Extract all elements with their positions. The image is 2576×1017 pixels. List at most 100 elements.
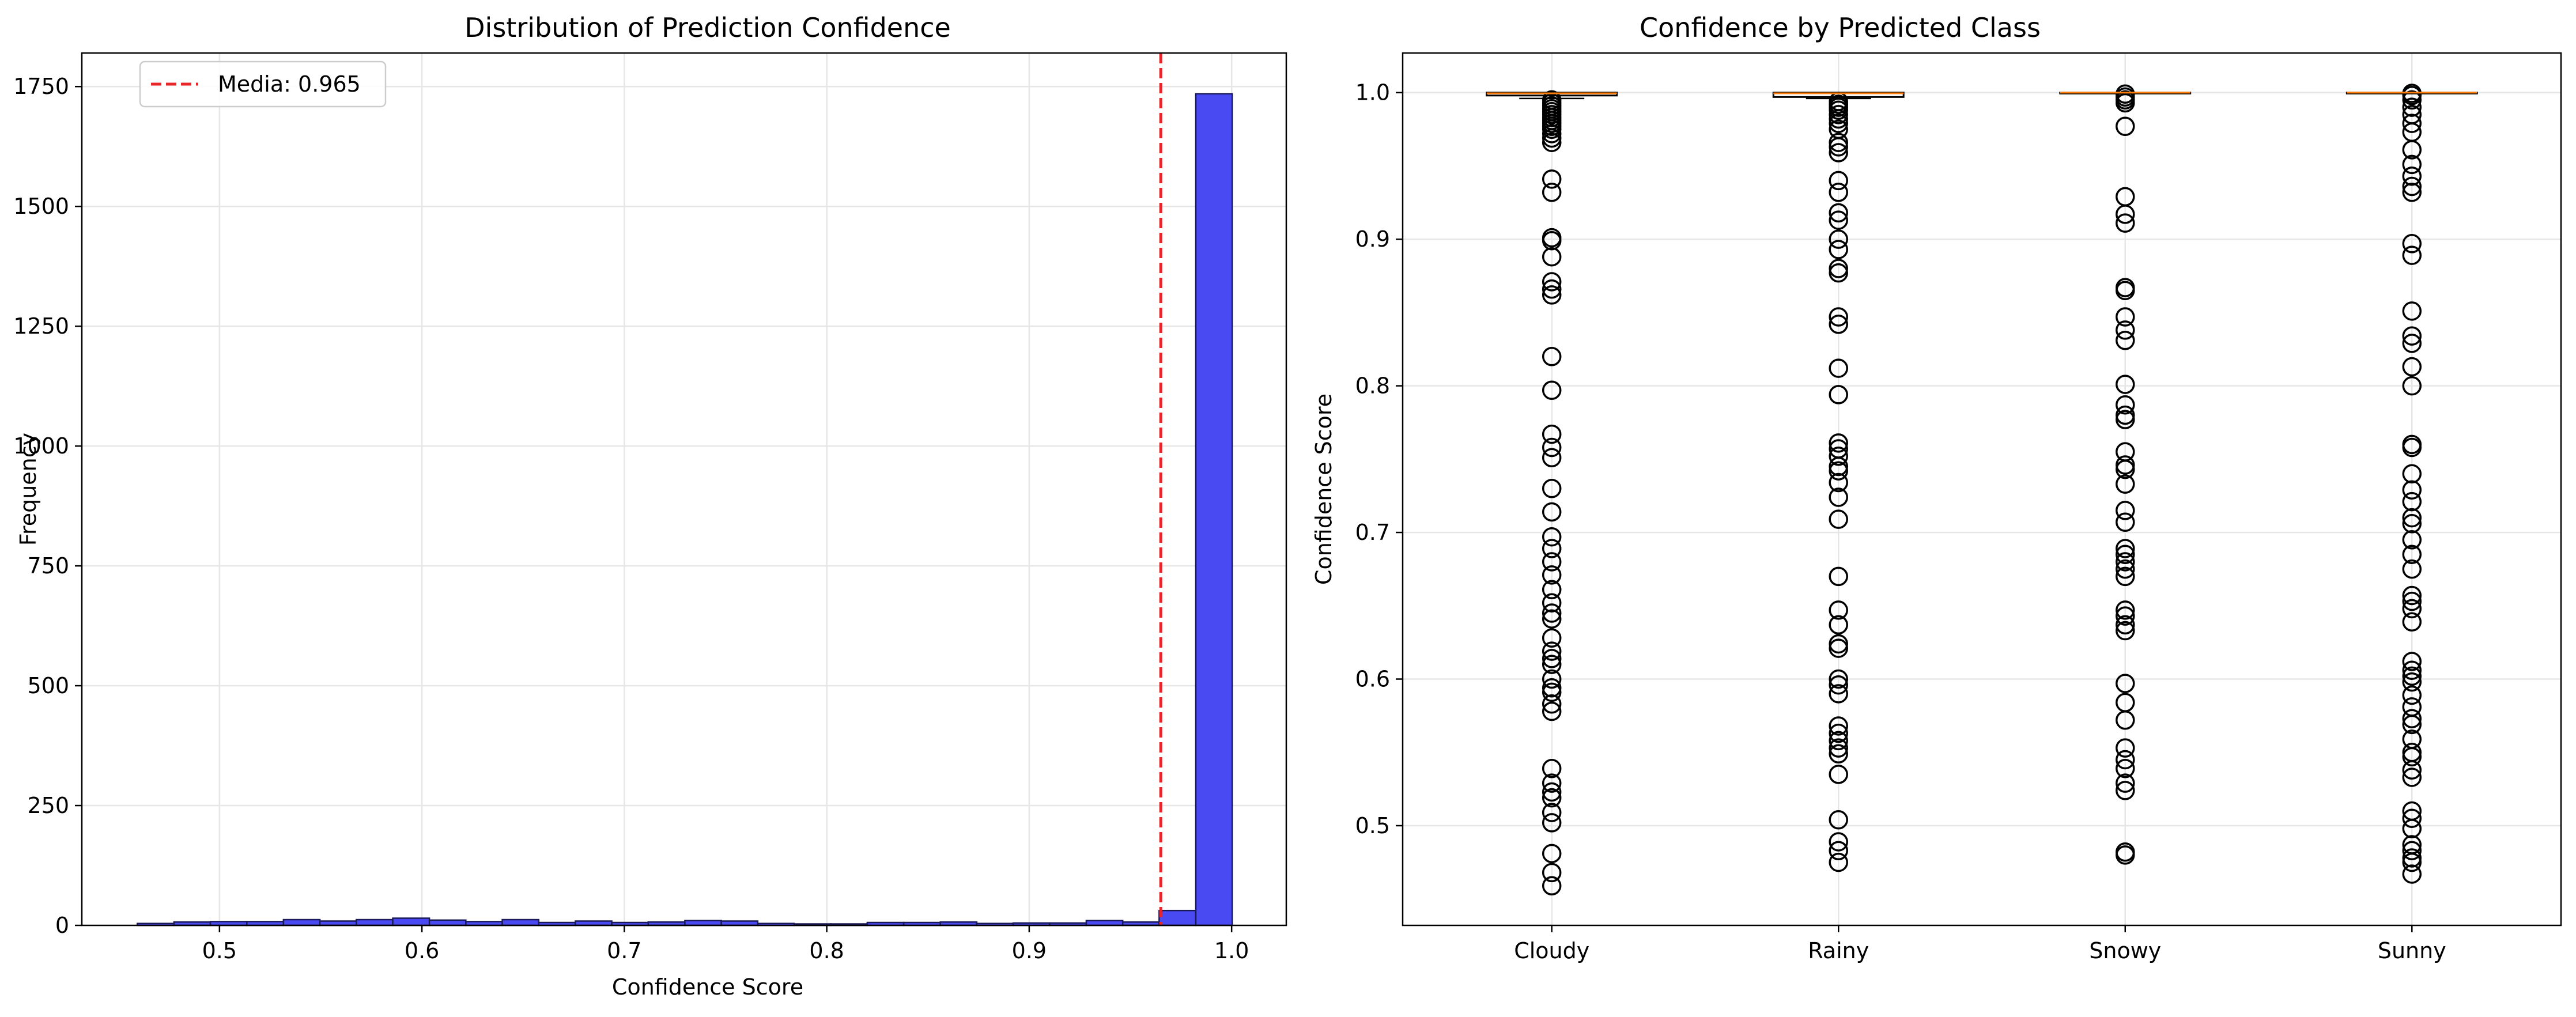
outlier-point [1542, 876, 1562, 896]
outlier-point [2116, 539, 2135, 558]
outlier-point [1829, 738, 1848, 758]
boxplot-y-tick-label: 0.6 [1355, 667, 1390, 692]
outlier-point [1829, 210, 1848, 230]
outlier-point [2116, 710, 2135, 730]
outlier-point [1829, 634, 1848, 654]
outlier-point [1829, 109, 1848, 129]
outlier-point [1829, 841, 1848, 860]
outlier-point [1829, 716, 1848, 736]
outlier-point [1829, 259, 1848, 278]
histogram-panel: Distribution of Prediction Confidence 0.… [13, 12, 1287, 1000]
outlier-point [2402, 464, 2422, 484]
outlier-point [1542, 380, 1562, 400]
outlier-point [1542, 539, 1562, 558]
outlier-point [1829, 744, 1848, 764]
boxplot-boxes [1486, 84, 2478, 896]
outlier-point [1829, 456, 1848, 477]
histogram-x-tick-label: 0.5 [202, 938, 237, 963]
outlier-point [2116, 459, 2135, 479]
outlier-point [2116, 512, 2135, 532]
outlier-point [1542, 694, 1562, 714]
boxplot-x-tick-label: Sunny [2378, 938, 2446, 963]
outlier-point [1542, 124, 1562, 143]
outlier-point [2402, 245, 2422, 265]
outlier-point [2116, 773, 2135, 793]
outlier-point [2402, 864, 2422, 884]
histogram-grid [82, 53, 1286, 927]
outlier-point [1542, 552, 1562, 572]
outlier-point [2116, 213, 2135, 233]
histogram-y-tick-label: 750 [27, 553, 69, 579]
outlier-point [2116, 395, 2135, 415]
outlier-point [2116, 621, 2135, 641]
outlier-point [2402, 685, 2422, 705]
boxplot-y-tick-label: 0.9 [1355, 226, 1390, 252]
outlier-point [1829, 105, 1848, 124]
histogram-y-tick-label: 0 [55, 913, 69, 938]
outlier-point [2402, 480, 2422, 500]
outlier-point [1542, 773, 1562, 793]
histogram-bar [428, 919, 467, 927]
outlier-point [1542, 844, 1562, 864]
histogram-x-tick-label: 0.9 [1012, 938, 1047, 963]
outlier-point [1542, 603, 1562, 623]
outlier-point [2116, 307, 2135, 327]
outlier-point [2402, 326, 2422, 346]
outlier-point [1829, 810, 1848, 830]
histogram-bars [136, 93, 1233, 927]
boxplot-panel: Confidence by Predicted Class Cloudy Rain… [1311, 12, 2562, 963]
outlier-point [1829, 731, 1848, 751]
outlier-point [1542, 565, 1562, 585]
outlier-point [1829, 852, 1848, 872]
histogram-legend: Media: 0.965 [139, 61, 387, 108]
outlier-point [2402, 86, 2422, 105]
outlier-point [2402, 97, 2422, 117]
outlier-point [2116, 405, 2135, 425]
outlier-point [1542, 863, 1562, 883]
outlier-point [2116, 606, 2135, 626]
outlier-point [2116, 559, 2135, 579]
outlier-point [2402, 591, 2422, 611]
outlier-point [2402, 808, 2422, 828]
histogram-y-tick-label: 1000 [13, 433, 69, 459]
outlier-point [1542, 682, 1562, 702]
outlier-point [2402, 334, 2422, 353]
outlier-point [1829, 446, 1848, 466]
outlier-point [2402, 848, 2422, 868]
outlier-point [2402, 660, 2422, 680]
outlier-point [1542, 655, 1562, 674]
outlier-point [1542, 230, 1562, 251]
boxplot-x-tick-label: Cloudy [1514, 938, 1589, 963]
histogram-bar [1195, 93, 1233, 927]
outlier-point [1829, 600, 1848, 620]
outlier-point [1829, 765, 1848, 784]
outlier-point [1542, 758, 1562, 778]
outlier-point [1829, 472, 1848, 493]
outlier-point [1829, 385, 1848, 404]
outlier-point [2116, 750, 2135, 770]
outlier-point [1542, 128, 1562, 148]
outlier-point [1829, 638, 1848, 658]
outlier-point [2402, 672, 2422, 692]
outlier-point [2116, 738, 2135, 758]
outlier-point [2402, 714, 2422, 735]
outlier-point [2116, 600, 2135, 620]
outlier-point [1542, 279, 1562, 299]
outlier-point [2116, 330, 2135, 350]
outlier-point [1542, 182, 1562, 202]
outlier-point [1542, 580, 1562, 600]
outlier-point [2402, 559, 2422, 579]
histogram-bar [282, 918, 321, 927]
boxplot-y-axis-label: Confidence Score [1311, 394, 1336, 585]
outlier-point [2116, 845, 2135, 865]
outlier-point [2402, 437, 2422, 458]
outlier-point [1829, 171, 1848, 191]
histogram-bar [501, 918, 540, 927]
outlier-point [2116, 781, 2135, 800]
outlier-point [1829, 832, 1848, 852]
outlier-point [1542, 478, 1562, 498]
outlier-point [1829, 143, 1848, 162]
outlier-point [2116, 674, 2135, 693]
outlier-point [2116, 320, 2135, 340]
outlier-point [1542, 285, 1562, 305]
